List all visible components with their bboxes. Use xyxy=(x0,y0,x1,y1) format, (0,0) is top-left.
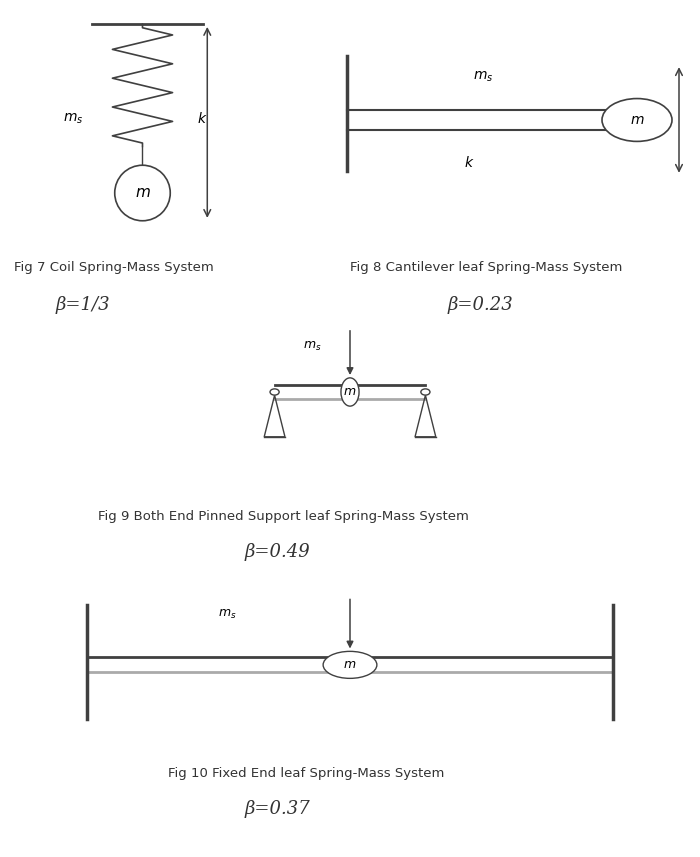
Text: Fig 9 Both End Pinned Support leaf Spring-Mass System: Fig 9 Both End Pinned Support leaf Sprin… xyxy=(98,510,469,523)
Ellipse shape xyxy=(270,389,279,395)
Circle shape xyxy=(115,165,170,221)
Text: $k$: $k$ xyxy=(464,155,474,171)
Ellipse shape xyxy=(323,651,377,679)
Ellipse shape xyxy=(341,378,359,406)
Text: Fig 10 Fixed End leaf Spring-Mass System: Fig 10 Fixed End leaf Spring-Mass System xyxy=(168,767,444,780)
Text: $k$: $k$ xyxy=(197,111,208,127)
Text: $m_s$: $m_s$ xyxy=(63,111,83,126)
Text: $m$: $m$ xyxy=(630,113,644,127)
Text: $m$: $m$ xyxy=(134,186,150,200)
Text: β=0.37: β=0.37 xyxy=(245,800,311,818)
Text: Fig 7 Coil Spring-Mass System: Fig 7 Coil Spring-Mass System xyxy=(14,261,213,274)
Text: $m_s$: $m_s$ xyxy=(473,70,494,84)
Text: $m$: $m$ xyxy=(343,386,357,399)
Text: Fig 8 Cantilever leaf Spring-Mass System: Fig 8 Cantilever leaf Spring-Mass System xyxy=(350,261,622,274)
Circle shape xyxy=(602,99,672,141)
Text: $m_s$: $m_s$ xyxy=(218,608,236,621)
Text: β=1/3: β=1/3 xyxy=(56,296,111,314)
Ellipse shape xyxy=(421,389,430,395)
Text: β=0.49: β=0.49 xyxy=(245,543,311,561)
Text: β=0.23: β=0.23 xyxy=(448,296,514,314)
Text: $m_s$: $m_s$ xyxy=(303,340,321,353)
Text: $m$: $m$ xyxy=(343,658,357,671)
